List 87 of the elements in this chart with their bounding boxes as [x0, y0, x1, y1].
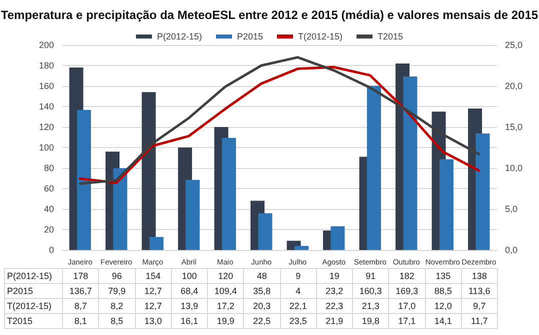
data-label: 8,5	[98, 314, 135, 328]
data-label: 68,4	[171, 284, 208, 298]
data-label: 21,3	[352, 298, 389, 314]
bar	[222, 138, 236, 250]
data-label: 20,3	[244, 298, 280, 314]
y-tick-label: 60	[44, 184, 54, 194]
data-label: 48	[244, 268, 280, 284]
text: T(2012-15)	[7, 301, 52, 311]
data-label: 35,8	[244, 284, 280, 298]
data-label: 4	[280, 284, 316, 298]
data-label: 12,7	[135, 284, 172, 298]
y2-tick-label: 25,0	[505, 40, 523, 50]
data-label: 19,8	[352, 314, 389, 328]
y2-tick-label: 20,0	[505, 81, 523, 91]
data-label: 23,2	[316, 284, 352, 298]
bar	[258, 213, 272, 250]
legend-label: T2015	[378, 32, 404, 42]
data-label: 21,9	[316, 314, 352, 328]
data-label: 96	[98, 268, 135, 284]
bar	[76, 110, 91, 250]
y-tick-label: 100	[38, 142, 54, 152]
data-label: 136,7	[62, 284, 99, 298]
y-tick-label: 0	[48, 245, 54, 255]
data-label: 12,7	[135, 298, 172, 314]
data-label: 8,7	[62, 298, 99, 314]
bar	[142, 92, 156, 250]
text: P2015	[7, 286, 34, 296]
y-tick-label: 20	[44, 224, 54, 234]
bar	[113, 168, 128, 250]
y-tick-label: 80	[44, 163, 54, 173]
chart-title: Temperatura e precipitação da MeteoESL entre 2012 e 2015 (média) e valores mensais de 2015	[0, 8, 538, 22]
data-label: 23,5	[280, 314, 316, 328]
data-label: 79,9	[98, 284, 135, 298]
data-label: 138	[461, 268, 498, 284]
bar	[186, 180, 200, 250]
legend-label: P(2012-15)	[156, 32, 202, 42]
data-label: 8,2	[98, 298, 135, 314]
bar	[403, 76, 418, 250]
text: T2015	[7, 316, 33, 326]
bar	[439, 159, 454, 250]
y-tick-label: 200	[38, 40, 54, 50]
text: P(2012-15)	[7, 271, 52, 281]
legend-label: T(2012-15)	[298, 32, 343, 42]
data-label: 135	[425, 268, 462, 284]
data-label: 113,6	[461, 284, 498, 298]
bar	[330, 226, 345, 250]
y2-tick-label: 10,0	[505, 163, 523, 173]
data-label: 178	[62, 268, 99, 284]
data-label: 88,5	[425, 284, 462, 298]
data-label: 22,5	[244, 314, 280, 328]
data-label: 100	[171, 268, 208, 284]
data-label: 13,0	[135, 314, 172, 328]
data-label: 14,1	[425, 314, 462, 328]
y-tick-label: 140	[38, 102, 54, 112]
data-label: 13,9	[171, 298, 208, 314]
data-label: 169,3	[388, 284, 425, 298]
y2-tick-label: 15,0	[505, 122, 523, 132]
data-label: 19,9	[208, 314, 244, 328]
data-label: 17,0	[388, 298, 425, 314]
data-label: 22,3	[316, 298, 352, 314]
data-label: 12,0	[425, 298, 462, 314]
y2-tick-label: 5,0	[505, 204, 518, 214]
y2-tick-label: 0,0	[505, 245, 518, 255]
data-label: 154	[135, 268, 172, 284]
data-label: 120	[208, 268, 244, 284]
data-label: 182	[388, 268, 425, 284]
y-tick-label: 120	[38, 122, 54, 132]
bar	[149, 236, 164, 250]
data-label: 22,1	[280, 298, 316, 314]
y-tick-label: 180	[38, 60, 54, 70]
data-label: 11,7	[461, 314, 498, 328]
data-label: 16,1	[171, 314, 208, 328]
data-label: 109,4	[208, 284, 244, 298]
legend-label: P2015	[236, 32, 264, 42]
data-label: 17,2	[208, 298, 244, 314]
y-tick-label: 160	[38, 81, 54, 91]
y-tick-label: 40	[44, 204, 54, 214]
data-label: 19	[316, 268, 352, 284]
data-label: 9,7	[461, 298, 498, 314]
data-label: 9	[280, 268, 316, 284]
data-label: 160,3	[352, 284, 389, 298]
bar	[366, 86, 381, 250]
data-label: 8,1	[62, 314, 99, 328]
data-label: 91	[352, 268, 389, 284]
bar	[294, 246, 308, 250]
data-label: 17,1	[388, 314, 425, 328]
bar	[476, 134, 490, 250]
